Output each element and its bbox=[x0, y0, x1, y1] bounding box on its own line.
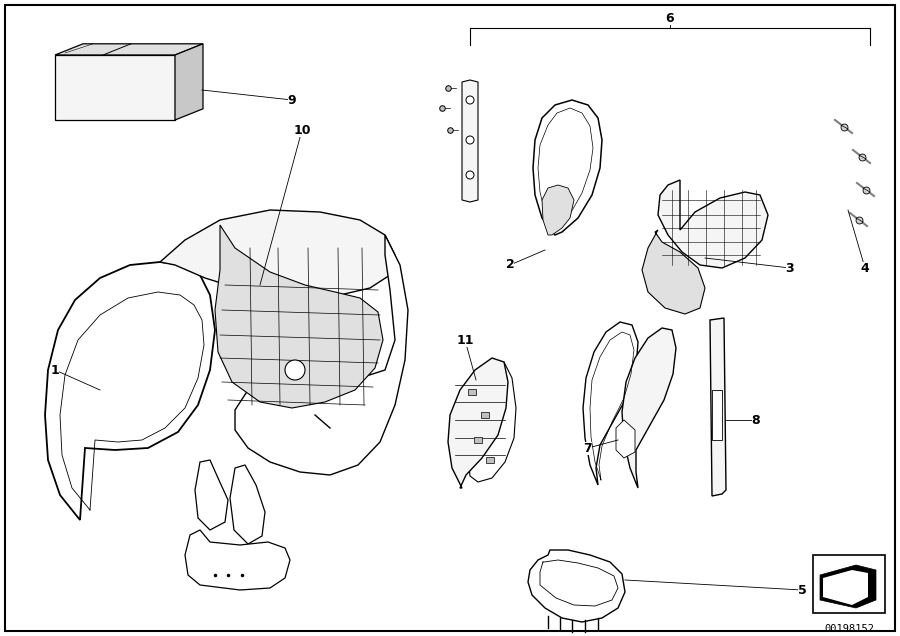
Text: 9: 9 bbox=[288, 93, 296, 106]
Polygon shape bbox=[45, 262, 215, 520]
Text: 4: 4 bbox=[860, 261, 869, 275]
Bar bbox=[468, 389, 476, 395]
Bar bbox=[712, 390, 722, 440]
Polygon shape bbox=[658, 180, 768, 268]
Polygon shape bbox=[823, 570, 868, 605]
Text: 8: 8 bbox=[752, 413, 760, 427]
Polygon shape bbox=[820, 565, 876, 608]
Text: 1: 1 bbox=[50, 364, 59, 377]
Polygon shape bbox=[533, 100, 602, 235]
Text: 11: 11 bbox=[456, 333, 473, 347]
Polygon shape bbox=[235, 235, 408, 475]
Circle shape bbox=[466, 136, 474, 144]
Circle shape bbox=[466, 171, 474, 179]
Polygon shape bbox=[175, 44, 203, 120]
Text: 3: 3 bbox=[786, 261, 795, 275]
Text: 00198152: 00198152 bbox=[824, 624, 874, 634]
Polygon shape bbox=[468, 362, 516, 482]
Text: 7: 7 bbox=[583, 441, 592, 455]
Polygon shape bbox=[185, 530, 290, 590]
Bar bbox=[474, 437, 482, 443]
Circle shape bbox=[285, 360, 305, 380]
Bar bbox=[813, 555, 885, 613]
Polygon shape bbox=[215, 225, 383, 408]
Polygon shape bbox=[230, 465, 265, 544]
Polygon shape bbox=[195, 460, 228, 530]
Polygon shape bbox=[528, 550, 625, 622]
Polygon shape bbox=[462, 80, 478, 202]
Polygon shape bbox=[160, 210, 395, 298]
Text: 6: 6 bbox=[666, 11, 674, 25]
Polygon shape bbox=[55, 55, 175, 120]
Polygon shape bbox=[448, 358, 508, 488]
Polygon shape bbox=[622, 328, 676, 488]
Polygon shape bbox=[55, 44, 203, 55]
Polygon shape bbox=[642, 230, 705, 314]
Circle shape bbox=[466, 96, 474, 104]
Polygon shape bbox=[583, 322, 638, 485]
Text: 2: 2 bbox=[506, 258, 515, 272]
Polygon shape bbox=[542, 185, 574, 235]
Bar bbox=[481, 412, 489, 418]
Text: 5: 5 bbox=[797, 583, 806, 597]
Polygon shape bbox=[710, 318, 726, 496]
Bar bbox=[486, 457, 494, 463]
Text: 10: 10 bbox=[293, 123, 310, 137]
Polygon shape bbox=[616, 420, 635, 458]
